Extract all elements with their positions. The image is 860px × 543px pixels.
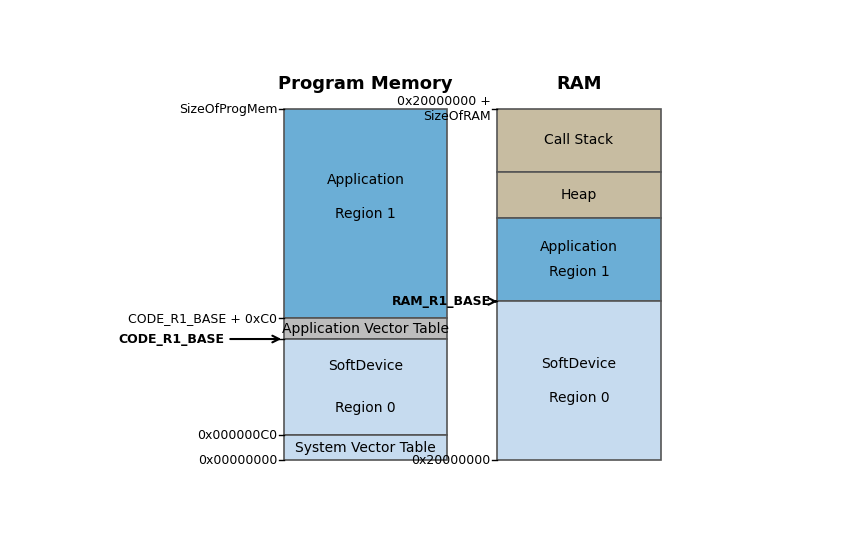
Bar: [284, 109, 447, 318]
Text: SoftDevice: SoftDevice: [542, 357, 617, 371]
Bar: [497, 172, 660, 218]
Text: Region 0: Region 0: [549, 390, 610, 405]
Bar: [284, 339, 447, 435]
Bar: [497, 301, 660, 460]
Text: CODE_R1_BASE: CODE_R1_BASE: [118, 332, 224, 345]
Text: SoftDevice: SoftDevice: [329, 359, 403, 373]
Bar: [497, 109, 660, 172]
Text: Call Stack: Call Stack: [544, 134, 614, 147]
Text: Heap: Heap: [561, 188, 597, 202]
Bar: [284, 435, 447, 460]
Text: Application: Application: [327, 173, 405, 187]
Text: RAM_R1_BASE: RAM_R1_BASE: [391, 295, 491, 308]
Text: Application: Application: [540, 240, 618, 254]
Text: Program Memory: Program Memory: [279, 75, 453, 93]
Text: 0x000000C0: 0x000000C0: [197, 428, 278, 441]
Text: SizeOfProgMem: SizeOfProgMem: [179, 103, 278, 116]
Text: CODE_R1_BASE + 0xC0: CODE_R1_BASE + 0xC0: [128, 312, 278, 325]
Text: Region 0: Region 0: [335, 401, 396, 415]
Text: Region 1: Region 1: [549, 265, 610, 279]
Text: Region 1: Region 1: [335, 206, 396, 220]
Bar: [497, 218, 660, 301]
Text: Application Vector Table: Application Vector Table: [282, 321, 449, 336]
Text: System Vector Table: System Vector Table: [295, 441, 436, 454]
Text: 0x20000000: 0x20000000: [411, 454, 491, 467]
Text: RAM: RAM: [556, 75, 602, 93]
Text: 0x00000000: 0x00000000: [198, 454, 278, 467]
Bar: [284, 318, 447, 339]
Text: 0x20000000 +
SizeOfRAM: 0x20000000 + SizeOfRAM: [396, 95, 491, 123]
